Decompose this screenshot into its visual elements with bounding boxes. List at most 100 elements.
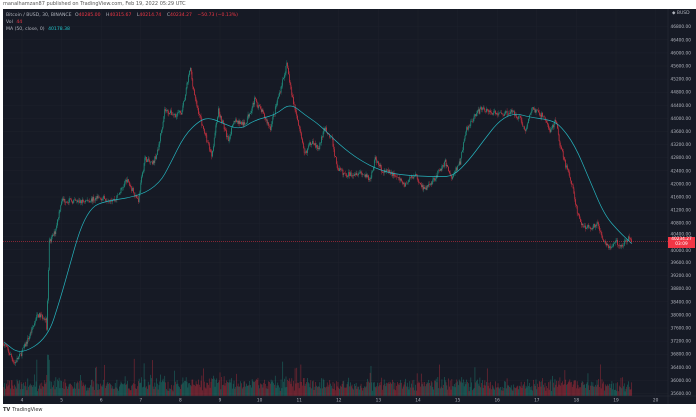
volume-bar	[477, 379, 478, 396]
volume-bar	[65, 382, 67, 396]
volume-bar	[242, 387, 244, 396]
candle-body	[124, 181, 126, 184]
volume-bar	[477, 383, 479, 396]
tradingview-logo[interactable]: TV TradingView	[3, 407, 43, 413]
candle-body	[595, 224, 596, 228]
candle-body	[374, 157, 376, 161]
volume-bar	[145, 387, 147, 396]
volume-bar	[523, 384, 524, 396]
volume-bar	[307, 378, 308, 396]
candle-body	[35, 318, 37, 322]
candle-body	[624, 240, 626, 242]
candle-body	[389, 170, 391, 174]
symbol-title[interactable]: Bitcoin / BUSD, 30, BINANCE	[6, 13, 72, 18]
candle-body	[221, 116, 222, 123]
candle-body	[426, 185, 428, 190]
candle-body	[284, 74, 285, 79]
volume-bar	[308, 383, 310, 396]
volume-bar	[6, 386, 8, 396]
candle-body	[608, 244, 609, 249]
candle-body	[425, 187, 427, 190]
volume-bar	[322, 378, 324, 396]
volume-bar	[323, 379, 325, 396]
volume-bar	[10, 388, 11, 396]
volume-label[interactable]: Vol	[6, 20, 13, 25]
x-tick-label: 10	[257, 398, 263, 404]
candle-body	[547, 122, 548, 125]
volume-bar	[606, 385, 608, 396]
candle-body	[162, 122, 164, 128]
candle-body	[63, 199, 65, 201]
candle-body	[568, 171, 570, 173]
volume-bar	[598, 379, 600, 396]
volume-bar	[223, 376, 225, 396]
volume-bar	[378, 386, 379, 396]
candle-body	[342, 170, 344, 175]
volume-bar	[178, 386, 180, 396]
candle-body	[93, 196, 95, 201]
volume-bar	[271, 381, 273, 396]
volume-bar	[71, 384, 72, 396]
volume-bar	[617, 382, 618, 396]
time-axis[interactable]: 4 5 6 7 8 9 10 11 12 13 14 15 16 17 18 19 20	[21, 398, 659, 404]
candle-body	[622, 244, 623, 247]
candle-body	[509, 113, 510, 114]
volume-bar	[527, 379, 529, 396]
volume-bar	[455, 382, 457, 396]
volume-bar	[132, 384, 133, 396]
volume-bar	[235, 386, 237, 396]
candle-body	[439, 170, 440, 171]
volume-bar	[369, 372, 371, 396]
candle-body	[57, 219, 58, 226]
candle-body	[492, 113, 494, 115]
candle-body	[463, 139, 465, 143]
volume-bar	[288, 378, 290, 396]
volume-bar	[415, 384, 416, 396]
candle-body	[3, 343, 5, 346]
candle-body	[186, 83, 188, 89]
candle-body	[603, 239, 604, 242]
volume-bar	[520, 381, 522, 396]
volume-bar	[35, 381, 37, 396]
candle-body	[502, 113, 504, 115]
candle-body	[619, 245, 621, 247]
candle-body	[510, 111, 511, 114]
volume-bar	[199, 384, 200, 396]
candle-body	[158, 144, 160, 150]
candle-body	[617, 239, 618, 246]
candle-body	[20, 353, 22, 356]
volume-bar	[472, 390, 473, 396]
candle-body	[212, 150, 213, 157]
volume-bar	[77, 382, 79, 396]
volume-bar	[392, 379, 393, 396]
y-tick-label: 41200.00	[670, 208, 691, 214]
candle-body	[12, 359, 14, 362]
volume-bar	[367, 378, 369, 396]
candle-body	[364, 174, 366, 177]
volume-bar	[293, 390, 295, 396]
currency-label[interactable]: ◆ BUSD	[672, 11, 690, 16]
close-label: C	[166, 13, 171, 18]
volume-bar	[354, 383, 355, 396]
candle-body	[425, 187, 426, 189]
candle-body	[128, 179, 129, 182]
volume-bar	[397, 381, 398, 396]
y-tick-label: 39200.00	[670, 273, 691, 279]
volume-bar	[448, 378, 449, 396]
volume-bar	[515, 387, 517, 396]
volume-value: 44	[16, 20, 23, 25]
volume-bar	[528, 385, 529, 396]
candle-body	[26, 342, 28, 344]
volume-bar	[532, 390, 534, 396]
ma-label[interactable]: MA (50, close, 0)	[6, 27, 45, 32]
volume-bar	[575, 380, 576, 396]
volume-bar	[126, 383, 128, 396]
y-tick-label: 46000.00	[670, 50, 691, 56]
volume-bar	[72, 388, 74, 396]
volume-bar	[191, 379, 193, 396]
price-axis[interactable]: 46800.00 46400.00 46000.00 45600.00 45200.00…	[670, 24, 691, 397]
volume-bar	[285, 376, 287, 396]
candle-body	[600, 231, 602, 235]
candle-body	[352, 175, 354, 177]
